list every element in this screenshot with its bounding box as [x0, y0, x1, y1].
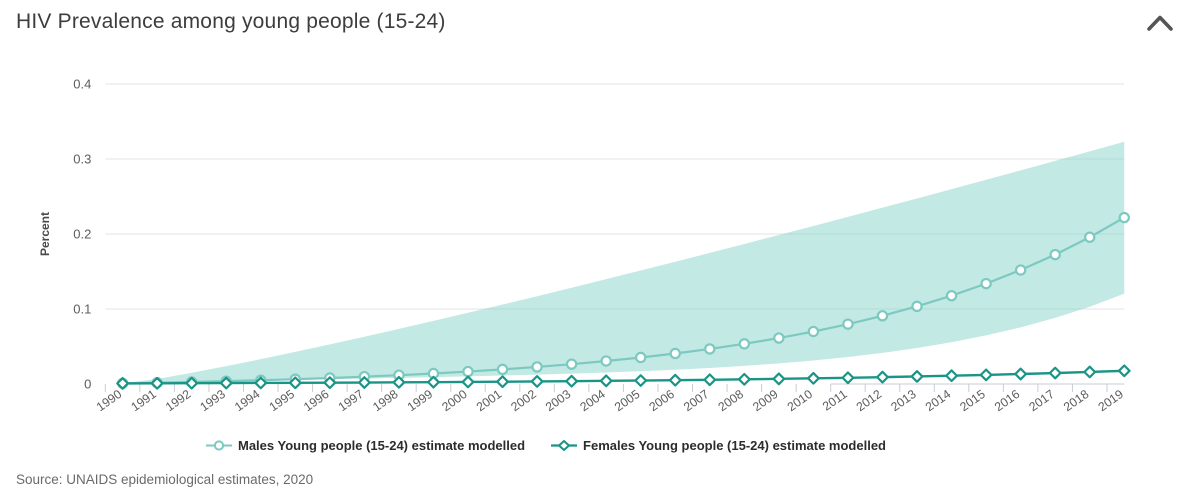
svg-text:1993: 1993 — [197, 387, 228, 414]
svg-text:2005: 2005 — [612, 387, 643, 414]
svg-text:2019: 2019 — [1096, 387, 1127, 414]
svg-text:2003: 2003 — [543, 387, 574, 414]
svg-text:2002: 2002 — [508, 387, 539, 414]
svg-text:0.2: 0.2 — [73, 227, 91, 242]
svg-text:2011: 2011 — [820, 387, 850, 414]
svg-text:1995: 1995 — [267, 387, 298, 414]
svg-text:2004: 2004 — [577, 387, 608, 414]
svg-text:0.3: 0.3 — [73, 152, 91, 167]
svg-text:1997: 1997 — [336, 387, 367, 414]
svg-text:0.4: 0.4 — [73, 77, 91, 92]
svg-text:2016: 2016 — [992, 387, 1023, 414]
svg-text:2007: 2007 — [681, 387, 712, 414]
svg-text:Percent: Percent — [38, 212, 52, 256]
svg-text:1999: 1999 — [405, 387, 436, 414]
svg-text:2017: 2017 — [1026, 387, 1057, 414]
svg-text:1992: 1992 — [163, 387, 194, 414]
svg-text:1991: 1991 — [128, 387, 159, 414]
svg-text:1990: 1990 — [94, 387, 125, 414]
svg-text:2010: 2010 — [785, 387, 816, 414]
svg-text:2012: 2012 — [854, 387, 885, 414]
svg-text:2001: 2001 — [474, 387, 505, 414]
svg-text:2009: 2009 — [750, 387, 781, 414]
svg-text:0.1: 0.1 — [73, 302, 91, 317]
svg-text:2000: 2000 — [439, 387, 470, 414]
svg-text:1996: 1996 — [301, 387, 332, 414]
svg-text:0: 0 — [84, 377, 91, 392]
svg-text:2014: 2014 — [923, 387, 954, 414]
svg-text:2006: 2006 — [647, 387, 678, 414]
svg-text:2008: 2008 — [716, 387, 747, 414]
svg-text:2015: 2015 — [957, 387, 988, 414]
svg-text:2018: 2018 — [1061, 387, 1092, 414]
svg-text:1998: 1998 — [370, 387, 401, 414]
svg-text:2013: 2013 — [888, 387, 919, 414]
svg-text:1994: 1994 — [232, 387, 263, 414]
